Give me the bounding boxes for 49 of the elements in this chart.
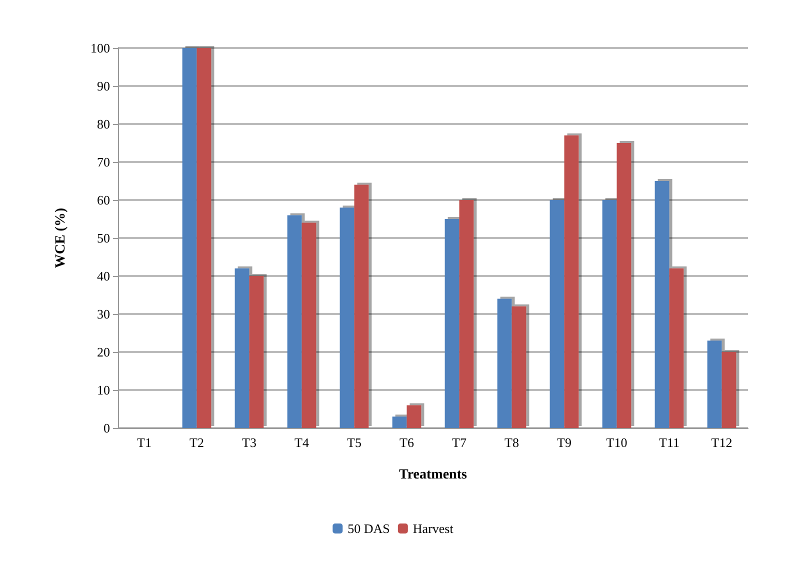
x-tick-label: T4 [294,435,310,450]
bar [512,306,526,428]
bar [249,276,264,428]
y-axis-title: WCE (%) [54,208,68,268]
bar [302,222,316,428]
bar [564,135,579,428]
x-tick-label: T9 [557,435,572,450]
y-tick-label: 20 [97,344,110,360]
bar [406,405,422,428]
y-tick-label: 50 [97,230,110,246]
bar [234,268,250,428]
bar [616,143,632,428]
x-tick-label: T12 [711,435,732,450]
bar [602,200,617,428]
bar [654,181,670,428]
bar [392,416,407,428]
x-tick-label: T3 [242,435,256,450]
x-tick-label: T11 [659,435,680,450]
bar [182,48,197,428]
legend-label: Harvest [412,521,454,536]
bar [497,298,512,428]
x-tick-label: T8 [504,435,519,450]
y-tick-label: 30 [97,306,110,322]
y-tick-label: 10 [97,382,110,398]
bar [459,200,474,428]
y-tick-label: 90 [97,78,110,94]
bar [340,208,354,428]
x-tick-label: T10 [606,435,628,450]
x-tick-label: T6 [400,435,414,450]
bar [354,184,369,428]
bar [196,48,212,428]
y-tick-label: 100 [90,40,110,56]
y-tick-label: 70 [97,154,110,170]
x-tick-label: T5 [347,435,362,450]
y-tick-label: 40 [97,268,110,284]
y-tick-label: 0 [104,420,110,436]
y-tick-label: 60 [97,192,110,208]
legend-label: 50 DAS [348,521,390,536]
bar [287,215,302,428]
bar [444,219,460,428]
bar [669,268,684,428]
x-tick-label: T2 [190,435,204,450]
bar [707,340,722,428]
bar [722,352,736,428]
y-tick-label: 80 [97,116,110,132]
x-tick-label: T7 [452,435,467,450]
x-tick-label: T1 [137,435,152,450]
x-axis-title: Treatments [399,468,468,482]
bar [550,200,564,428]
